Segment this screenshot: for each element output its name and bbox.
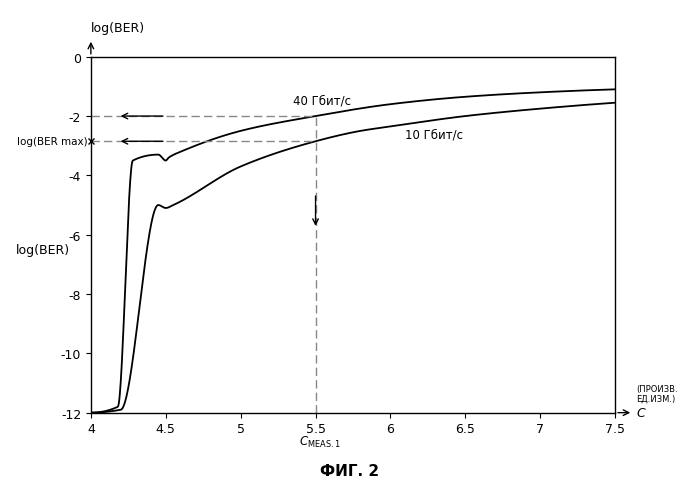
Text: $\mathit{C}_{\mathrm{MEAS.1}}$: $\mathit{C}_{\mathrm{MEAS.1}}$	[299, 433, 341, 449]
Text: C: C	[636, 406, 645, 420]
Text: log(BER): log(BER)	[16, 243, 70, 256]
Text: (ПРОИЗВ.
ЕД.ИЗМ.): (ПРОИЗВ. ЕД.ИЗМ.)	[636, 384, 678, 403]
Text: 40 Гбит/с: 40 Гбит/с	[293, 94, 351, 107]
Text: log(BER max): log(BER max)	[17, 137, 88, 147]
Text: log(BER): log(BER)	[91, 23, 145, 36]
Text: 10 Гбит/с: 10 Гбит/с	[405, 128, 463, 141]
Text: ФИГ. 2: ФИГ. 2	[320, 463, 379, 478]
